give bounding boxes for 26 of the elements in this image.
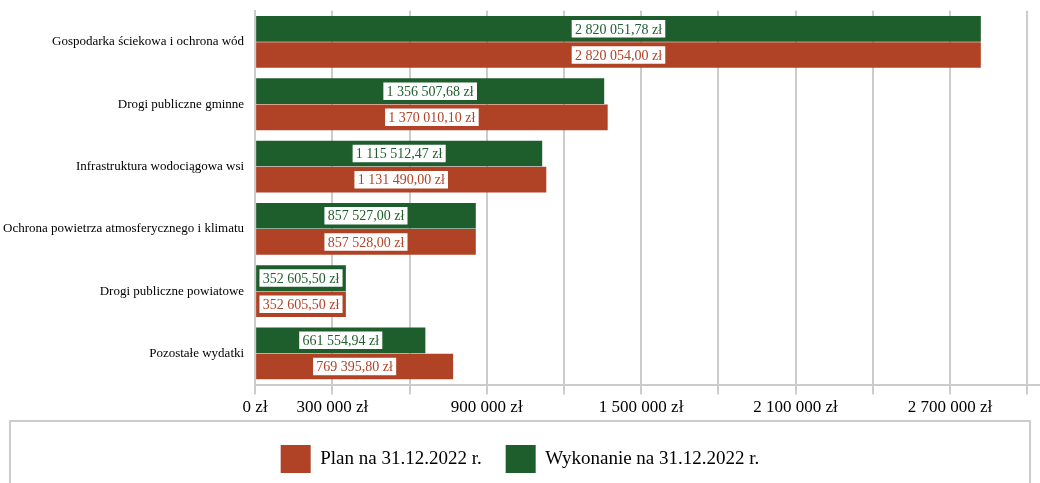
data-label: 769 395,80 zł	[316, 359, 394, 375]
x-tick-label: 1 500 000 zł	[598, 397, 684, 417]
y-tick-label: Drogi publiczne powiatowe	[99, 282, 245, 298]
x-tick-label: 900 000 zł	[450, 397, 523, 417]
y-tick-label: Gospodarka ściekowa i ochrona wód	[52, 33, 245, 49]
data-label: 1 356 507,68 zł	[386, 83, 474, 99]
y-tick-label: Infrastruktura wodociągowa wsi	[75, 157, 245, 173]
data-label: 1 370 010,10 zł	[388, 110, 476, 125]
data-label: 2 820 051,78 zł	[574, 21, 663, 37]
data-label: 857 527,00 zł	[327, 208, 405, 224]
data-label: 352 605,50 zł	[262, 270, 340, 286]
data-label: 857 528,00 zł	[327, 234, 405, 250]
data-label: 661 554,94 zł	[302, 333, 380, 349]
legend-label: Plan na 31.12.2022 r.	[320, 446, 482, 468]
x-tick-label: 2 100 000 zł	[753, 397, 839, 417]
y-tick-label: Drogi publiczne gminne	[117, 95, 245, 111]
data-label: 1 131 490,00 zł	[357, 172, 445, 188]
y-tick-label: Pozostałe wydatki	[149, 344, 245, 360]
x-tick-label: 0 zł	[242, 397, 268, 417]
legend-label: Wykonanie na 31.12.2022 r.	[545, 446, 760, 468]
data-label: 2 820 054,00 zł	[574, 47, 663, 63]
x-tick-label: 300 000 zł	[296, 397, 369, 417]
data-label: 352 605,50 zł	[262, 296, 340, 312]
y-tick-label: Ochrona powietrza atmosferycznego i klimatu	[2, 220, 245, 236]
x-tick-label: 2 700 000 zł	[907, 397, 993, 417]
data-label: 1 115 512,47 zł	[355, 146, 443, 162]
